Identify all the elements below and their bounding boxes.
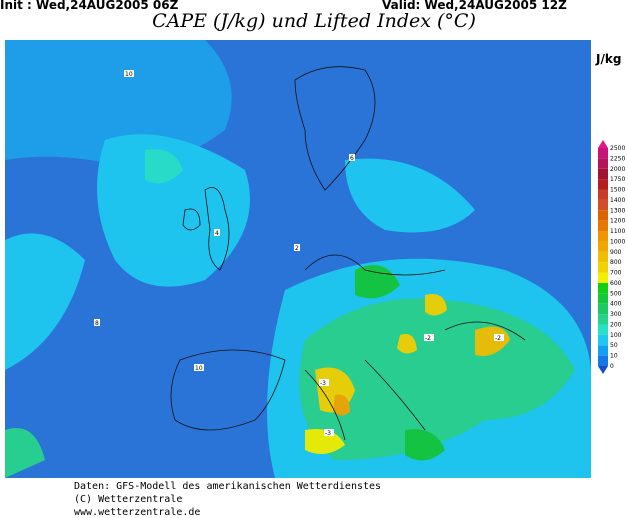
cape-area-high bbox=[397, 334, 417, 354]
cape-area-high bbox=[333, 394, 350, 416]
cape-area-low bbox=[97, 134, 250, 287]
legend-label: 800 bbox=[610, 259, 622, 266]
svg-text:10: 10 bbox=[125, 71, 133, 78]
lifted-index-label: -2 bbox=[424, 334, 434, 342]
legend-swatch bbox=[598, 220, 608, 232]
legend-swatch bbox=[598, 324, 608, 335]
legend-swatch bbox=[598, 158, 608, 169]
legend-label: 10 bbox=[610, 353, 618, 360]
lifted-index-label: 8 bbox=[94, 319, 100, 327]
footer-source: Daten: GFS-Modell des amerikanischen Wet… bbox=[74, 481, 382, 492]
footer-url: www.wetterzentrale.de bbox=[74, 507, 201, 518]
legend-label: 100 bbox=[610, 332, 622, 339]
legend-label: 0 bbox=[610, 363, 614, 370]
valid-time: Valid: Wed,24AUG2005 12Z bbox=[382, 0, 567, 12]
cape-area-high bbox=[425, 294, 447, 316]
cape-field bbox=[5, 40, 591, 478]
cape-area-high bbox=[405, 429, 445, 461]
legend-label: 1000 bbox=[610, 238, 625, 245]
legend-swatch bbox=[598, 303, 608, 315]
legend-swatch bbox=[598, 251, 608, 263]
lifted-index-label: -3 bbox=[324, 429, 334, 437]
legend-label: 1100 bbox=[610, 228, 625, 235]
legend-swatch bbox=[598, 282, 608, 294]
legend-label: 600 bbox=[610, 280, 622, 287]
legend-label: 400 bbox=[610, 301, 622, 308]
svg-text:8: 8 bbox=[95, 320, 99, 327]
svg-text:-2: -2 bbox=[425, 335, 431, 342]
legend-swatch bbox=[598, 241, 608, 252]
svg-text:-3: -3 bbox=[325, 430, 331, 437]
legend-label: 2250 bbox=[610, 155, 625, 162]
legend-swatch bbox=[598, 199, 608, 211]
legend-label: 1400 bbox=[610, 197, 625, 204]
legend-label: 500 bbox=[610, 290, 622, 297]
svg-text:10: 10 bbox=[195, 365, 203, 372]
cape-map: 10 8 6 4 2 -2 -3 -2 -3 10 bbox=[5, 40, 591, 478]
coastlines bbox=[170, 66, 526, 441]
legend-swatch bbox=[598, 355, 608, 366]
svg-text:-3: -3 bbox=[320, 380, 326, 387]
legend-label: 900 bbox=[610, 249, 622, 256]
legend-swatch bbox=[598, 179, 608, 190]
legend-swatch bbox=[598, 189, 608, 200]
legend-label: 2500 bbox=[610, 145, 625, 152]
legend-label: 300 bbox=[610, 311, 622, 318]
color-legend: 0 10 50 100 200 300 400 500 600 700 800 900 1000 1100… bbox=[598, 140, 625, 374]
lifted-index-label: 4 bbox=[214, 229, 220, 237]
init-time: Init : Wed,24AUG2005 06Z bbox=[0, 0, 179, 12]
legend-label: 1500 bbox=[610, 187, 625, 194]
legend-swatch bbox=[598, 210, 608, 221]
legend-swatch bbox=[598, 148, 608, 159]
cape-area-mid bbox=[355, 265, 400, 299]
legend-label: 1750 bbox=[610, 176, 625, 183]
legend-label: 50 bbox=[610, 342, 618, 349]
legend-swatch bbox=[598, 262, 608, 273]
lifted-index-label: 2 bbox=[294, 244, 300, 252]
legend-label: 700 bbox=[610, 270, 622, 277]
lifted-index-label: 6 bbox=[349, 154, 355, 162]
lifted-index-label: -2 bbox=[494, 334, 504, 342]
legend-swatch bbox=[598, 168, 608, 180]
lifted-index-label: 10 bbox=[194, 364, 204, 372]
legend-label: 200 bbox=[610, 321, 622, 328]
cape-area-low bbox=[5, 233, 85, 370]
lifted-index-label: 10 bbox=[124, 70, 134, 78]
legend-swatch bbox=[598, 345, 608, 356]
legend-swatch bbox=[598, 293, 608, 304]
legend-swatch bbox=[598, 314, 608, 325]
svg-text:2: 2 bbox=[295, 245, 299, 252]
cape-area-mid bbox=[145, 149, 183, 184]
legend-swatch bbox=[598, 334, 608, 346]
legend-label: 1200 bbox=[610, 218, 625, 225]
legend-swatch bbox=[598, 231, 608, 242]
cape-area-low bbox=[345, 158, 475, 233]
svg-text:4: 4 bbox=[215, 230, 219, 237]
footer-copyright: (C) Wetterzentrale bbox=[74, 494, 183, 505]
legend-swatch bbox=[598, 272, 608, 283]
legend-label: 2000 bbox=[610, 166, 625, 173]
svg-text:-2: -2 bbox=[495, 335, 501, 342]
cape-area-high bbox=[305, 429, 345, 454]
cape-area-low bbox=[5, 40, 232, 170]
lifted-index-label: -3 bbox=[319, 379, 329, 387]
svg-text:6: 6 bbox=[350, 155, 354, 162]
cape-area-mid bbox=[5, 428, 45, 478]
legend-above-triangle bbox=[598, 140, 608, 148]
legend-below-triangle bbox=[598, 366, 608, 374]
legend-label: 1300 bbox=[610, 207, 625, 214]
legend-unit: J/kg bbox=[596, 52, 622, 66]
chart-title: CAPE (J/kg) und Lifted Index (°C) bbox=[152, 10, 476, 32]
